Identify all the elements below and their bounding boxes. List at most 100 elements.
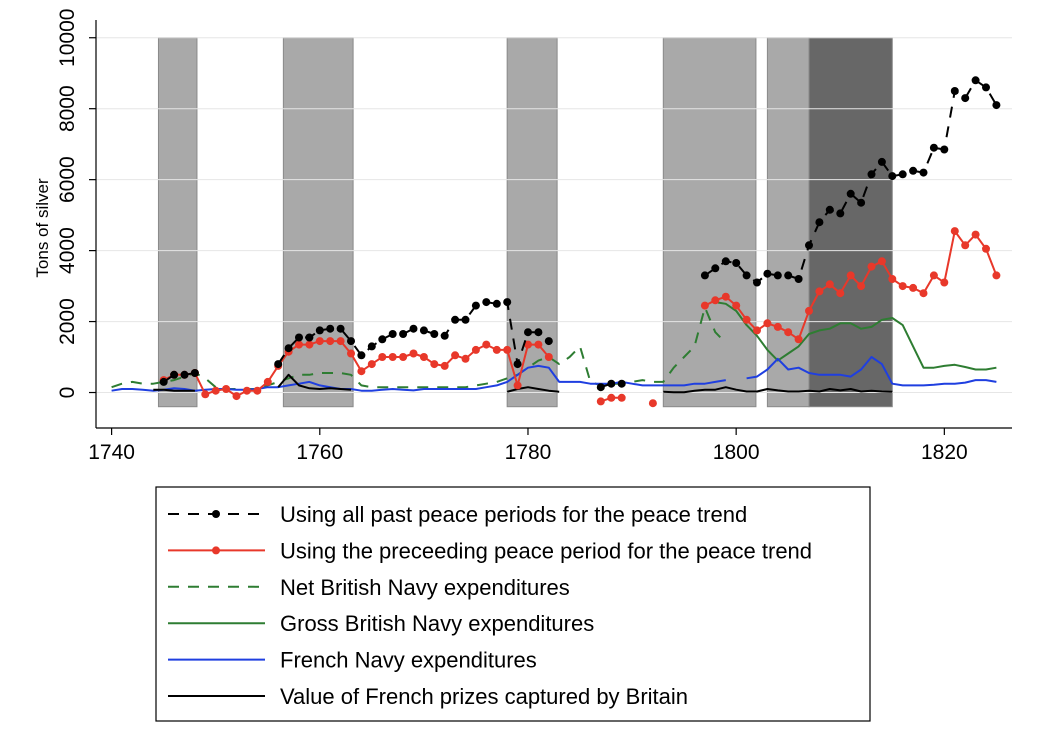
series-all_past-point-1766 [378,335,387,344]
shaded-period-2 [282,37,354,408]
series-preceding-point-1822 [961,241,970,250]
series-preceding-point-1808 [815,287,824,296]
series-preceding-point-1760 [315,337,324,346]
series-preceding-point-1818 [919,289,928,298]
series-preceding-point-1812 [857,282,866,291]
series-preceding-point-1779 [513,381,522,390]
series-all_past-point-1787 [596,383,605,392]
series-preceding-point-1789 [617,393,626,402]
series-preceding-point-1819 [929,271,938,280]
series-all_past-point-1770 [419,326,428,335]
series-preceding-point-1811 [846,271,855,280]
series-all_past-point-1774 [461,315,470,324]
series-preceding-point-1759 [305,340,314,349]
x-tick-label-1740: 1740 [88,441,135,464]
series-all_past-point-1810 [836,209,845,218]
shaded-period-4 [662,37,757,408]
series-preceding-point-1752 [232,392,241,401]
series-all_past-point-1818 [919,168,928,177]
series-all_past-point-1758 [295,333,303,342]
series-all_past-point-1815 [888,172,897,181]
legend-item-all_past: Using all past peace periods for the pea… [168,502,747,527]
series-preceding-point-1762 [336,337,345,346]
series-preceding-point-1761 [326,337,335,346]
legend: Using all past peace periods for the pea… [155,486,871,722]
series-all_past-point-1823 [971,76,980,85]
y-tick-label-8000: 8000 [56,85,79,132]
series-all_past-point-1780 [524,328,532,337]
series-all_past-point-1825 [992,101,1001,110]
series-all_past-point-1782 [544,337,553,346]
series-preceding-point-1775 [471,345,480,354]
series-preceding-point-1774 [461,354,470,363]
series-preceding-point-1798 [711,296,720,305]
series-preceding-point-1766 [378,353,387,361]
series-preceding-point-1799 [721,292,730,301]
legend-label-net_british: Net British Navy expenditures [280,575,570,600]
series-preceding-point-1749 [201,390,210,399]
series-preceding-point-1763 [347,349,355,358]
series-preceding-point-1787 [596,397,605,406]
series-preceding-point-1776 [482,340,491,349]
series-preceding-point-1800 [732,301,741,310]
series-preceding-point-1809 [825,280,834,289]
series-all_past-point-1748 [190,369,199,377]
series-all_past-point-1760 [315,326,324,335]
series-all_past-point-1745 [159,377,168,386]
series-all_past-point-1821 [950,87,959,95]
series-all_past-point-1799 [721,257,730,266]
series-all_past-point-1814 [877,157,886,166]
legend-label-preceding: Using the preceeding peace period for th… [280,538,812,563]
series-all_past-point-1764 [357,351,366,360]
series-all_past-point-1765 [367,342,376,351]
series-all_past-point-1789 [617,379,626,388]
series-french_navy-line-2 [746,356,997,387]
series-prizes [153,373,893,394]
series-preceding-point-1817 [909,283,918,292]
series-layer [111,76,1001,408]
legend-item-prizes: Value of French prizes captured by Brita… [168,684,688,709]
y-tick-label-2000: 2000 [56,298,79,345]
series-preceding-point-1792 [648,399,657,408]
series-all_past-point-1798 [711,264,720,273]
series-all_past-point-1806 [794,275,803,283]
legend-label-french_navy: French Navy expenditures [280,648,537,673]
series-preceding-point-1777 [492,345,501,354]
series-all_past-point-1767 [388,330,397,338]
legend-marker-preceding [212,546,220,555]
series-preceding-point-1764 [357,367,366,376]
series-all_past-point-1824 [982,83,990,92]
series-gross_british [715,301,997,371]
series-all_past-point-1773 [451,315,460,324]
series-all_past-point-1801 [742,271,751,280]
y-axis-title: Tons of silver [33,178,52,278]
series-preceding-point-1815 [888,275,897,283]
series-all_past-point-1761 [326,324,335,333]
series-all_past-point-1817 [909,166,918,175]
series-all_past-point-1804 [773,271,782,280]
legend-label-all_past: Using all past peace periods for the pea… [280,502,747,527]
series-preceding-point-1750 [211,386,220,395]
series-preceding-point-1751 [222,385,231,393]
series-all_past-point-1802 [753,278,761,287]
series-all_past-point-1822 [961,94,970,103]
series-preceding-point-1753 [242,386,251,395]
series-all_past-point-1820 [940,145,949,154]
legend-item-gross_british: Gross British Navy expenditures [168,611,594,636]
series-preceding-point-1755 [263,377,272,386]
series-all_past-point-1747 [180,370,189,379]
series-preceding-point-1773 [451,351,460,360]
shaded-period-1 [157,37,198,408]
legend-label-gross_british: Gross British Navy expenditures [280,611,594,636]
series-all_past-point-1811 [846,189,855,198]
series-all_past-point-1816 [898,170,907,179]
series-all_past-point-1803 [763,269,772,278]
legend-box [155,486,871,722]
series-preceding-point-1806 [794,335,803,344]
series-preceding-point-1754 [253,386,262,395]
series-preceding-point-1780 [524,340,532,349]
series-preceding-point-1781 [534,340,543,349]
series-all_past-point-1769 [409,324,418,333]
series-preceding-point-1821 [950,227,959,236]
